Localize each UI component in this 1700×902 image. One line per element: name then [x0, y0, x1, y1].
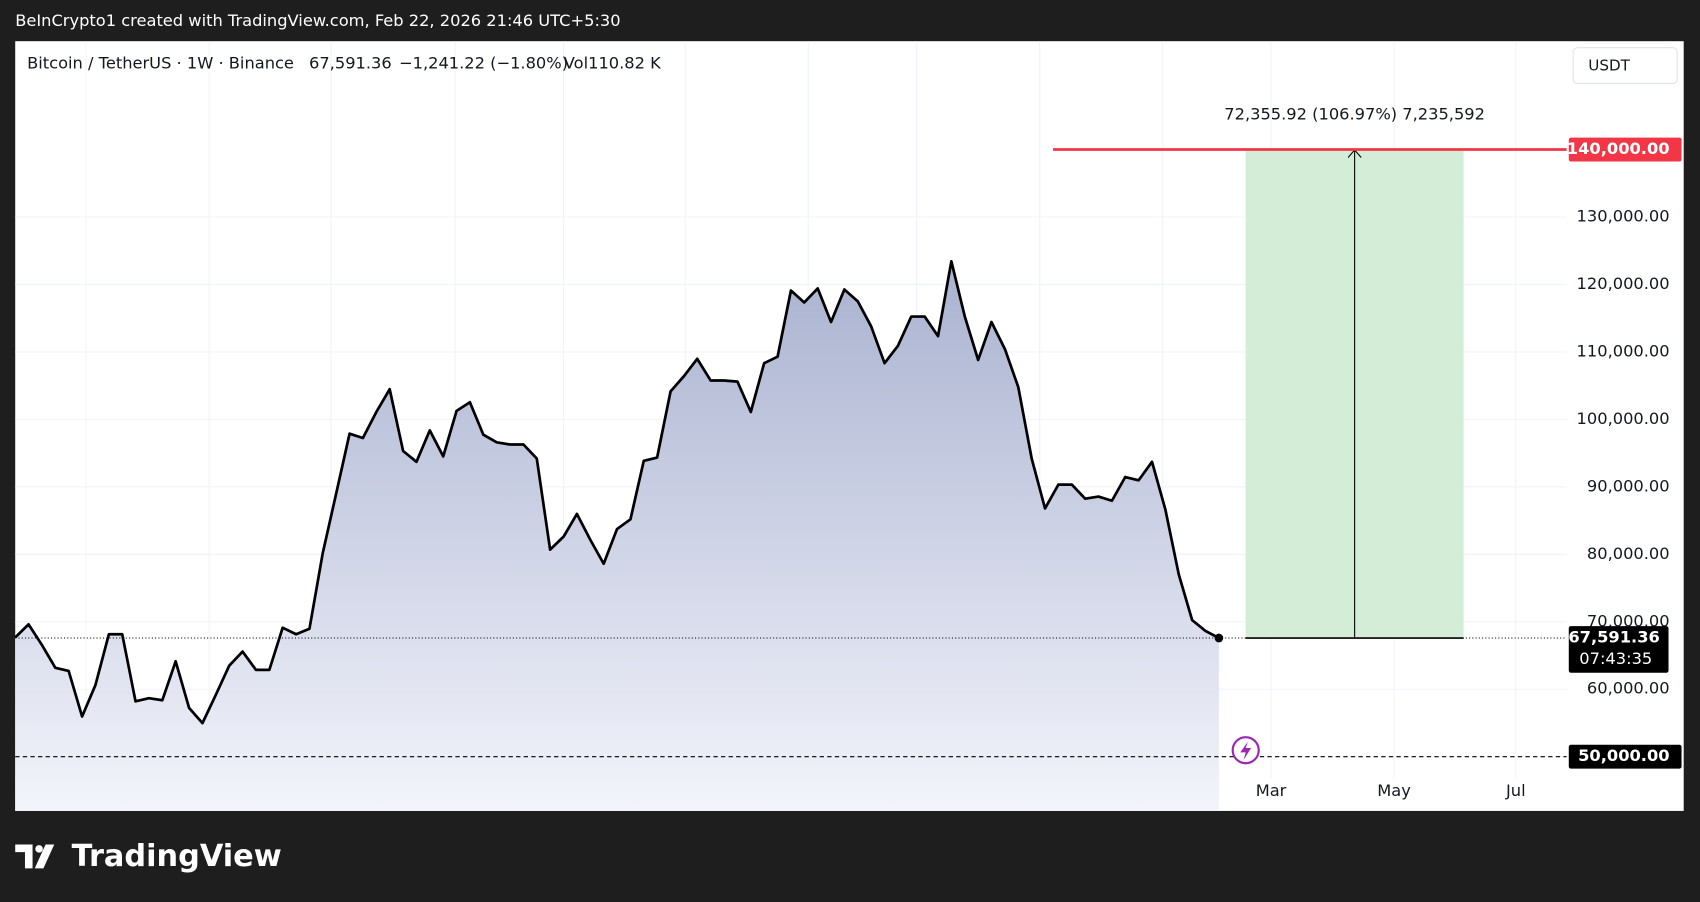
- y-tick-label: 110,000.00: [1577, 341, 1670, 360]
- y-tick-label: 70,000.00: [1587, 611, 1670, 630]
- price-line: [14, 259, 1220, 725]
- area: [15, 261, 1219, 811]
- price-label: 50,000.00: [1578, 746, 1670, 765]
- x-tick-label: May: [1377, 781, 1411, 800]
- currency-button[interactable]: [1572, 47, 1678, 85]
- legend-change: −1,241.22 (−1.80%): [399, 53, 568, 72]
- legend-title: Bitcoin / TetherUS · 1W · Binance: [27, 53, 294, 72]
- last-price-box: [1568, 626, 1669, 673]
- last-price-label: 67,591.36: [1568, 628, 1660, 647]
- price-label-box: [1568, 137, 1682, 162]
- last-price-dot: [1214, 633, 1224, 643]
- measure-label: 72,355.92 (106.97%) 7,235,592: [1224, 105, 1485, 124]
- countdown-label: 07:43:35: [1579, 649, 1652, 668]
- y-tick-label: 80,000.00: [1587, 544, 1670, 563]
- y-tick-label: 60,000.00: [1587, 679, 1670, 698]
- header-text: BeInCrypto1 created with TradingView.com…: [15, 11, 620, 30]
- price-label-box: [1568, 744, 1682, 769]
- x-tick-label: Jul: [1505, 781, 1526, 800]
- legend-volume: Vol110.82 K: [564, 53, 661, 72]
- y-tick-label: 90,000.00: [1587, 476, 1670, 495]
- lightning-icon[interactable]: [1231, 736, 1260, 765]
- currency-label: USDT: [1588, 57, 1630, 75]
- x-tick-label: Mar: [1256, 781, 1287, 800]
- y-tick-label: 100,000.00: [1577, 409, 1670, 428]
- logo-text: TradingView: [72, 839, 282, 874]
- price-label: 140,000.00: [1567, 139, 1670, 158]
- y-tick-label: 120,000.00: [1577, 274, 1670, 293]
- legend-last: 67,591.36: [309, 53, 392, 72]
- y-tick-label: 130,000.00: [1577, 207, 1670, 226]
